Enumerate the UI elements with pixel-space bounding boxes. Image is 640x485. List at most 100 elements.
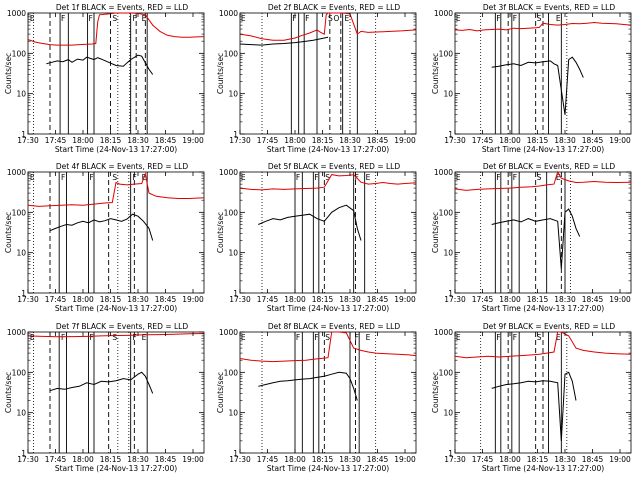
chart-title: Det 2f BLACK = Events, RED = LLD	[268, 3, 401, 12]
y-tick-label: 1000	[7, 168, 26, 177]
y-tick-label: 10	[16, 90, 26, 99]
event-letter: E	[30, 14, 35, 23]
chart-title: Det 3f BLACK = Events, RED = LLD	[483, 3, 616, 12]
event-letter: E	[366, 173, 371, 182]
x-axis-label: Start Time (24-Nov-13 17:27:00)	[55, 145, 177, 154]
event-letter: F	[133, 173, 137, 182]
event-letter: F	[296, 333, 300, 342]
x-tick-label: 17:30	[17, 455, 39, 464]
y-tick-label: 100	[12, 368, 27, 377]
event-letter: F	[61, 333, 65, 342]
x-axis-label: Start Time (24-Nov-13 17:27:00)	[482, 464, 604, 473]
series-lld-line	[239, 331, 417, 363]
x-axis-label: Start Time (24-Nov-13 17:27:00)	[267, 304, 389, 313]
y-axis-label: Counts/sec	[4, 372, 13, 413]
series-lld-line	[27, 171, 205, 207]
y-tick-label: 100	[439, 368, 454, 377]
plot-frame	[27, 331, 205, 454]
x-tick-label: 18:45	[155, 295, 177, 304]
x-tick-label: 19:00	[182, 455, 204, 464]
event-letter: E	[456, 333, 461, 342]
y-axis-label: Counts/sec	[431, 53, 440, 94]
x-tick-label: 19:00	[609, 455, 631, 464]
x-tick-label: 18:45	[367, 295, 389, 304]
x-tick-label: 18:00	[72, 295, 94, 304]
y-tick-label: 10	[228, 249, 238, 258]
y-tick-label: 100	[224, 208, 239, 217]
y-tick-label: 1	[233, 130, 238, 139]
x-tick-label: 17:45	[257, 136, 279, 145]
x-tick-label: 17:30	[17, 295, 39, 304]
y-axis-label: Counts/sec	[431, 212, 440, 253]
event-letter: S	[325, 333, 330, 342]
event-letter: S	[537, 333, 542, 342]
chart-title: Det 1f BLACK = Events, RED = LLD	[56, 3, 189, 12]
x-tick-label: 18:45	[155, 455, 177, 464]
series-events-line	[49, 213, 154, 241]
event-letter: F	[496, 173, 500, 182]
event-letter: S	[112, 14, 117, 23]
y-tick-label: 1000	[434, 328, 453, 337]
x-tick-label: 18:00	[499, 136, 521, 145]
event-letter: F	[296, 173, 300, 182]
event-letter: F	[89, 333, 93, 342]
series-lld-line	[239, 12, 417, 41]
y-tick-label: 1	[448, 289, 453, 298]
event-letter: F	[496, 333, 500, 342]
chart-panel-6: Det 6f BLACK = Events, RED = LLD E F F S E 1 10…	[431, 162, 632, 313]
x-tick-label: 18:30	[339, 455, 361, 464]
x-tick-label: 19:00	[394, 136, 416, 145]
x-axis-label: Start Time (24-Nov-13 17:27:00)	[55, 464, 177, 473]
series-events-line	[49, 371, 154, 394]
chart-panel-3: Det 3f BLACK = Events, RED = LLD E F F S E 1 10…	[431, 3, 632, 154]
plot-frame	[239, 171, 417, 294]
x-tick-label: 17:30	[444, 136, 466, 145]
x-tick-label: 17:45	[45, 455, 67, 464]
x-tick-label: 18:30	[127, 136, 149, 145]
y-tick-label: 100	[224, 368, 239, 377]
x-tick-label: 18:15	[527, 136, 549, 145]
x-tick-label: 18:15	[100, 455, 122, 464]
y-tick-label: 10	[228, 90, 238, 99]
x-tick-label: 18:15	[527, 455, 549, 464]
y-axis-label: Counts/sec	[216, 53, 225, 94]
y-tick-label: 1000	[7, 328, 26, 337]
x-tick-label: 18:15	[100, 295, 122, 304]
event-letter: F	[513, 173, 517, 182]
plot-frame	[454, 171, 632, 294]
x-tick-label: 18:15	[312, 455, 334, 464]
x-tick-label: 19:00	[394, 295, 416, 304]
y-tick-label: 100	[439, 49, 454, 58]
event-letter: O	[334, 14, 340, 23]
x-tick-label: 18:45	[155, 136, 177, 145]
x-tick-label: 17:45	[472, 136, 494, 145]
y-tick-label: 100	[224, 49, 239, 58]
series-lld-line	[454, 170, 632, 191]
x-tick-label: 19:00	[394, 455, 416, 464]
x-tick-label: 17:45	[472, 295, 494, 304]
plot-frame	[27, 12, 205, 135]
x-tick-label: 17:30	[229, 295, 251, 304]
chart-title: Det 6f BLACK = Events, RED = LLD	[483, 162, 616, 171]
x-axis-label: Start Time (24-Nov-13 17:27:00)	[482, 304, 604, 313]
event-letter: F	[61, 173, 65, 182]
chart-panel-9: Det 9f BLACK = Events, RED = LLD E F F S E 1 10…	[431, 322, 632, 473]
event-letter: E	[556, 14, 561, 23]
chart-title: Det 9f BLACK = Events, RED = LLD	[483, 322, 616, 331]
y-tick-label: 1000	[7, 9, 26, 18]
series-lld-line	[27, 333, 205, 338]
x-tick-label: 17:30	[229, 136, 251, 145]
y-axis-label: Counts/sec	[431, 372, 440, 413]
y-tick-label: 10	[16, 249, 26, 258]
x-tick-label: 19:00	[609, 136, 631, 145]
y-tick-label: 1000	[434, 9, 453, 18]
x-tick-label: 18:00	[72, 455, 94, 464]
x-tick-label: 17:45	[257, 295, 279, 304]
event-letter: S	[112, 333, 117, 342]
x-axis-label: Start Time (24-Nov-13 17:27:00)	[55, 304, 177, 313]
plot-frame	[27, 171, 205, 294]
event-letter: S	[537, 173, 542, 182]
